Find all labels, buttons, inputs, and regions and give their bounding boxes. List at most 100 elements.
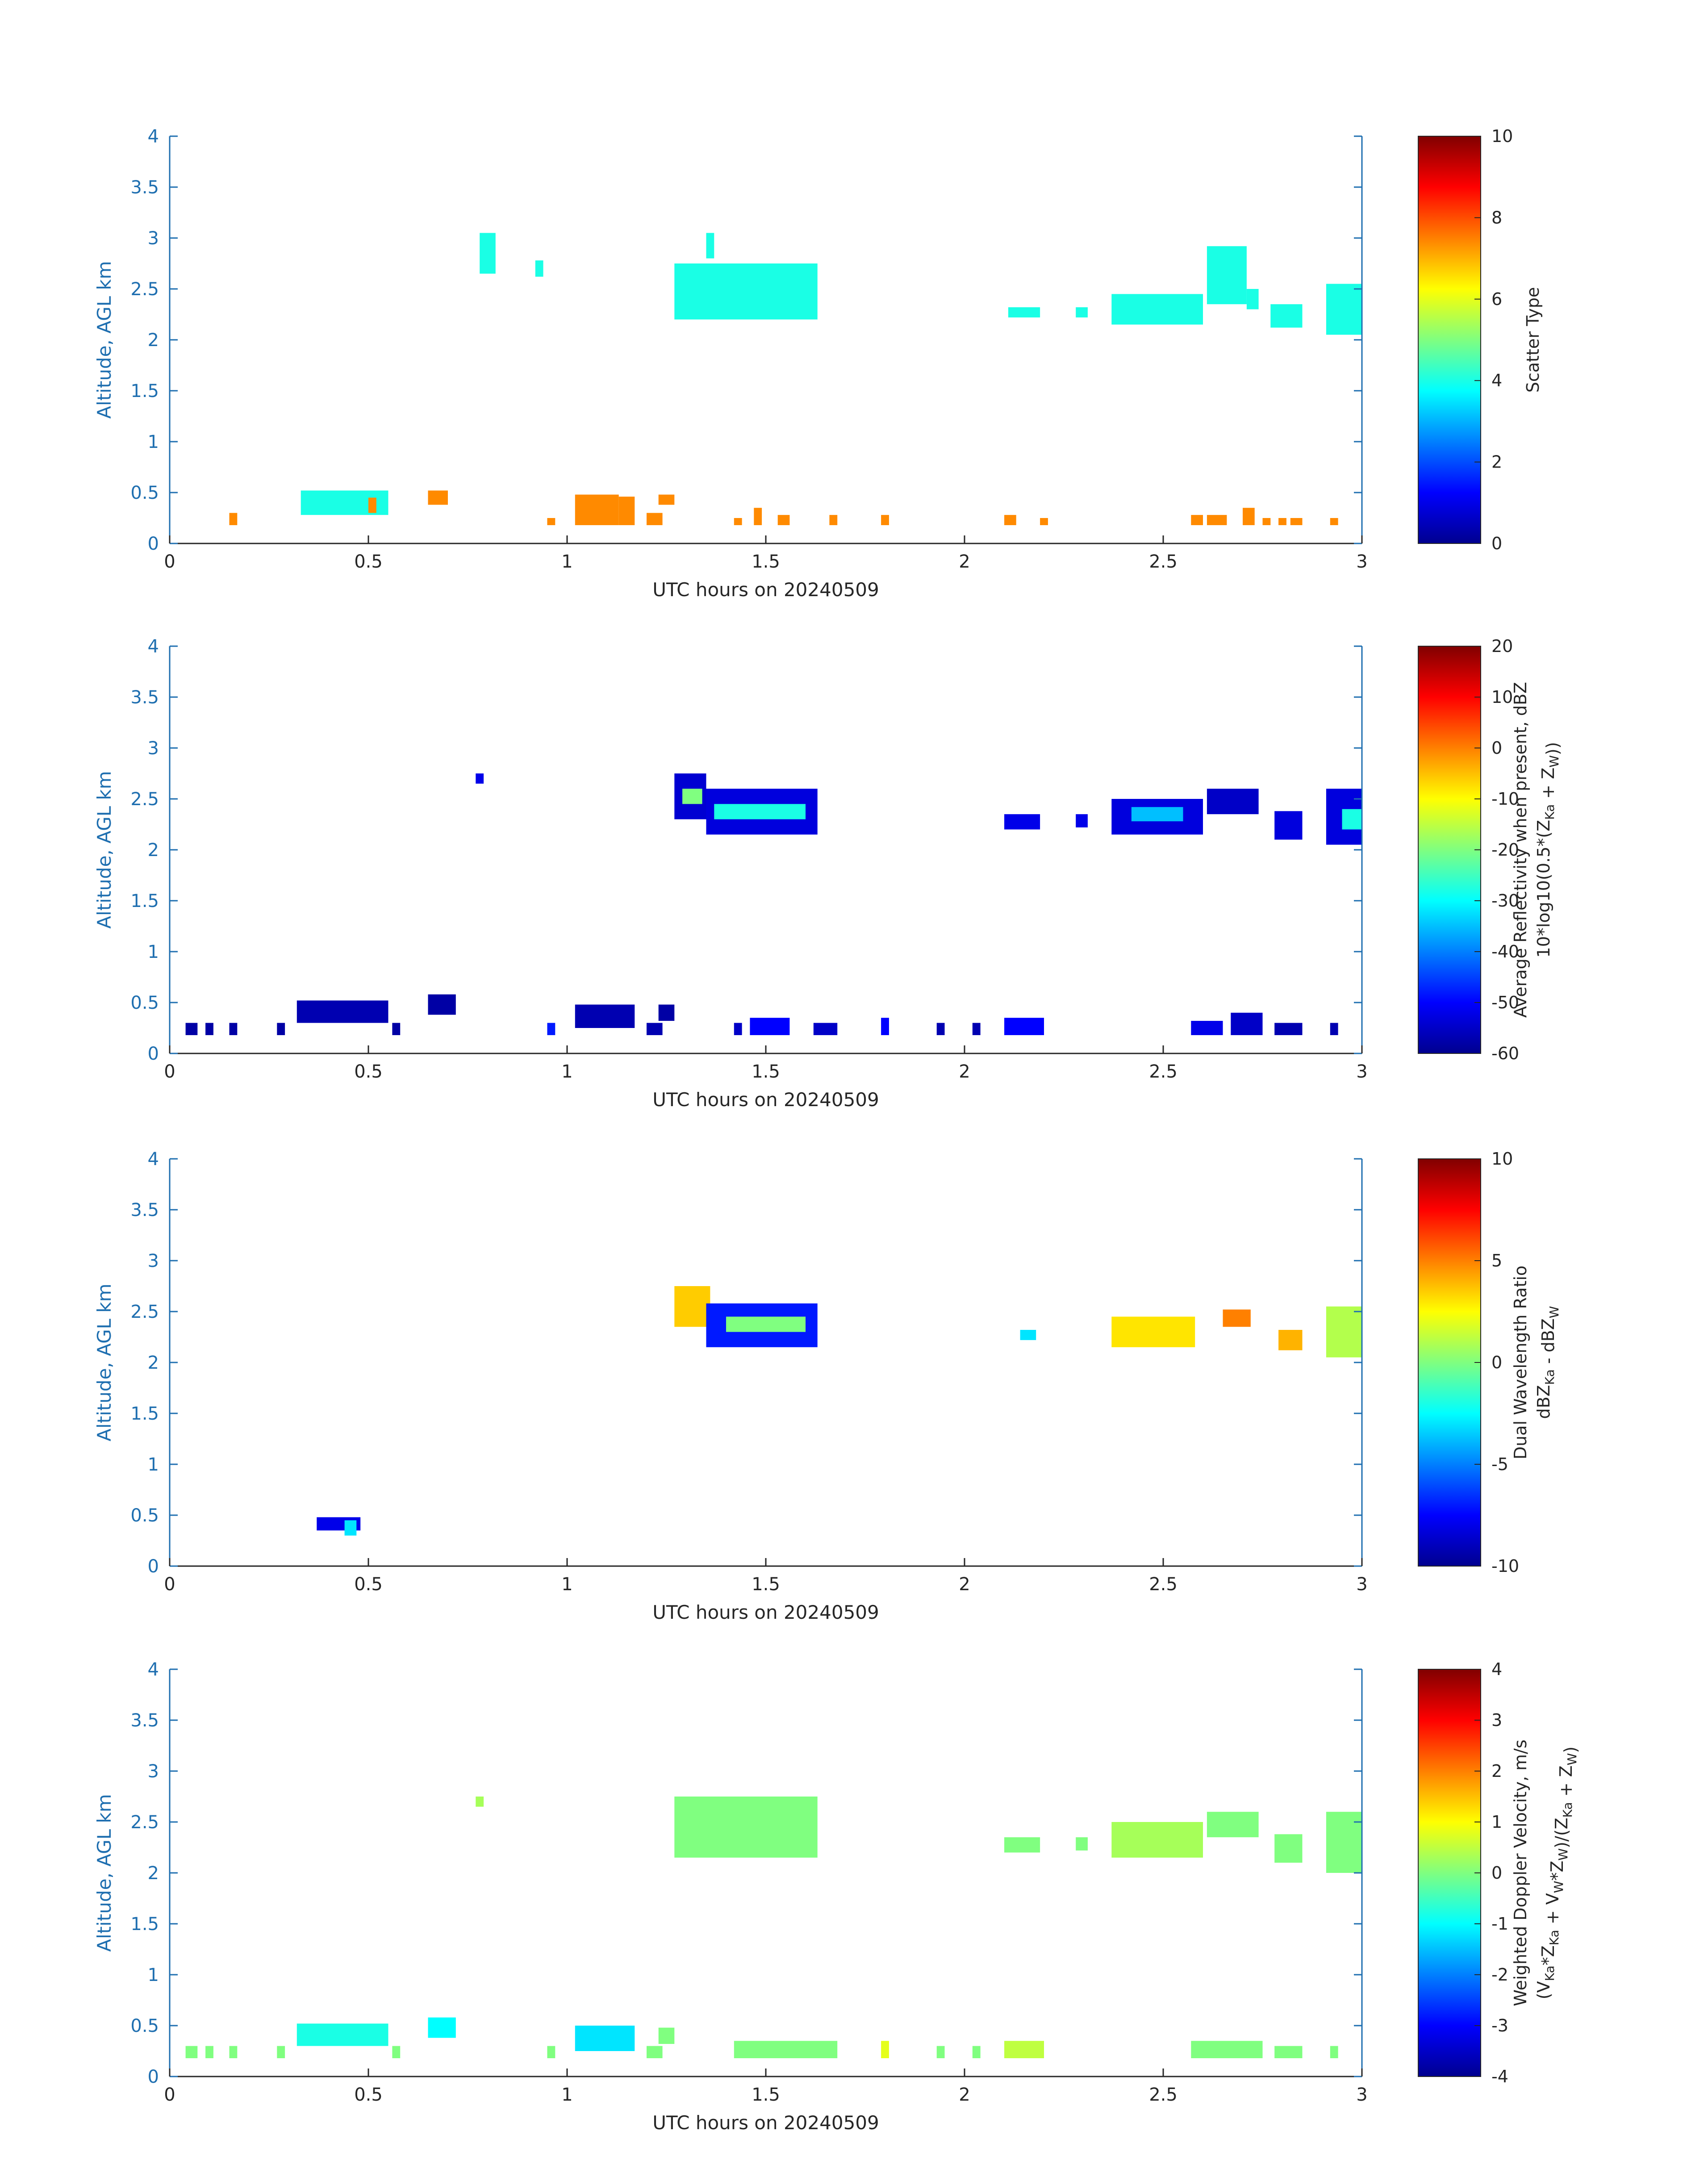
x-tick-label: 1.5	[752, 1061, 780, 1082]
y-axis-label: Altitude, AGL km	[93, 771, 115, 928]
y-tick-label: 0.5	[130, 483, 159, 503]
y-tick-label: 1	[148, 432, 159, 452]
y-tick-label: 1	[148, 1454, 159, 1475]
y-tick-label: 3.5	[130, 1710, 159, 1731]
colorbar-label: dBZKa - dBZW	[1534, 1306, 1562, 1419]
data-cell-27	[1191, 515, 1203, 525]
x-tick-label: 0.5	[354, 1574, 383, 1595]
y-tick-label: 1.5	[130, 1404, 159, 1424]
y-tick-label: 2.5	[130, 789, 159, 810]
x-axis-label: UTC hours on 20240509	[652, 579, 879, 601]
y-tick-label: 2.5	[130, 279, 159, 300]
colorbar-tick-label: 0	[1491, 1353, 1502, 1372]
data-cell-15	[547, 518, 555, 525]
data-cell-13	[734, 2041, 838, 2058]
y-tick-label: 0.5	[130, 2016, 159, 2036]
data-cell-11	[658, 1004, 675, 1021]
x-axis-label: UTC hours on 20240509	[652, 1089, 879, 1111]
data-cell-22	[1191, 2041, 1263, 2058]
data-cell-18	[647, 513, 663, 525]
x-axis-label: UTC hours on 20240509	[652, 2112, 879, 2134]
data-cell-7	[476, 773, 484, 784]
data-cell-12	[229, 513, 238, 525]
data-cell-27	[1207, 789, 1259, 815]
colorbar-tick-label: -40	[1491, 942, 1519, 961]
data-cell-18	[1004, 1837, 1040, 1853]
y-tick-label: 3	[148, 228, 159, 249]
data-cell-24	[1274, 1834, 1303, 1863]
data-cell-18	[813, 1023, 838, 1035]
colorbar-tick-label: 2	[1491, 452, 1502, 472]
data-cell-24	[1076, 814, 1088, 827]
data-cell-6	[428, 994, 456, 1015]
x-axis-label: UTC hours on 20240509	[652, 1601, 879, 1623]
y-tick-label: 4	[148, 1149, 159, 1170]
data-cell-14	[428, 490, 448, 505]
data-cell-2	[674, 1286, 710, 1327]
colorbar-tick-label: 3	[1491, 1710, 1502, 1730]
y-tick-label: 2	[148, 1353, 159, 1373]
data-cell-21	[1207, 1812, 1259, 1838]
colorbar	[1418, 1159, 1481, 1566]
data-cell-17	[618, 497, 635, 525]
x-tick-label: 3	[1356, 552, 1367, 572]
colorbar	[1418, 1669, 1481, 2077]
colorbar-tick-label: 10	[1491, 126, 1513, 146]
colorbar-tick-label: 4	[1491, 371, 1502, 390]
data-cell-3	[277, 1023, 285, 1035]
data-cell-7	[1111, 294, 1203, 325]
data-cell-22	[1004, 1018, 1044, 1035]
data-cell-5	[392, 2046, 401, 2058]
colorbar-tick-label: 0	[1491, 1863, 1502, 1883]
data-cell-2	[535, 260, 543, 277]
x-tick-label: 3	[1356, 1061, 1367, 1082]
x-tick-label: 2.5	[1149, 1061, 1178, 1082]
data-cell-26	[1326, 1812, 1362, 1873]
data-cell-26	[1040, 518, 1048, 525]
data-cell-28	[1191, 1021, 1223, 1035]
data-cell-13	[682, 789, 702, 804]
data-cell-16	[575, 494, 619, 525]
panel-dual-wavelength-ratio: 0 0.5 1 1.5 2 2.5 3 3.5 4 0 0.5 1 1.5 2 2.5 3 UTC hours …	[93, 1149, 1562, 1623]
y-tick-label: 3.5	[130, 1200, 159, 1220]
colorbar-tick-label: 5	[1491, 1251, 1502, 1270]
data-cell-24	[881, 515, 889, 525]
colorbar-tick-label: 20	[1491, 636, 1513, 656]
x-tick-label: 0	[164, 552, 175, 572]
x-tick-label: 3	[1356, 2085, 1367, 2105]
y-tick-label: 1	[148, 942, 159, 962]
y-tick-label: 0	[148, 1044, 159, 1064]
x-tick-label: 2	[959, 1061, 970, 1082]
colorbar-label: (VKa*ZKa + VW*ZW)/(ZKa + ZW)	[1534, 1747, 1580, 1999]
x-tick-label: 0	[164, 1061, 175, 1082]
data-cell-3	[277, 2046, 285, 2058]
colorbar	[1418, 646, 1481, 1053]
y-tick-label: 1.5	[130, 1914, 159, 1935]
data-cell-6	[1076, 307, 1088, 318]
data-cell-0	[185, 1023, 198, 1035]
data-cell-26	[1131, 807, 1183, 822]
data-cell-19	[658, 494, 675, 505]
data-cell-28	[1207, 515, 1227, 525]
data-cells	[185, 773, 1362, 1035]
colorbar-label: 10*log10(0.5*(ZKa + ZW))	[1534, 742, 1562, 957]
colorbar-tick-label: -4	[1491, 2067, 1508, 2086]
data-cell-5	[1020, 1330, 1036, 1340]
y-tick-label: 3	[148, 1251, 159, 1271]
data-cell-9	[575, 1004, 635, 1028]
data-cell-11	[1326, 284, 1362, 335]
colorbar-tick-label: -2	[1491, 1965, 1508, 1985]
data-cell-33	[1330, 518, 1338, 525]
data-cell-31	[1278, 518, 1286, 525]
colorbar-frame	[1418, 136, 1481, 544]
data-cell-23	[1004, 814, 1040, 830]
data-cell-25	[1330, 2046, 1338, 2058]
colorbar-tick-label: 0	[1491, 738, 1502, 758]
data-cell-23	[1274, 2046, 1303, 2058]
x-tick-label: 2.5	[1149, 552, 1178, 572]
data-cell-9	[575, 2026, 635, 2051]
data-cells	[229, 233, 1362, 525]
x-tick-label: 2	[959, 552, 970, 572]
y-tick-label: 2	[148, 1863, 159, 1884]
colorbar-label: Dual Wavelength Ratio	[1511, 1266, 1530, 1459]
